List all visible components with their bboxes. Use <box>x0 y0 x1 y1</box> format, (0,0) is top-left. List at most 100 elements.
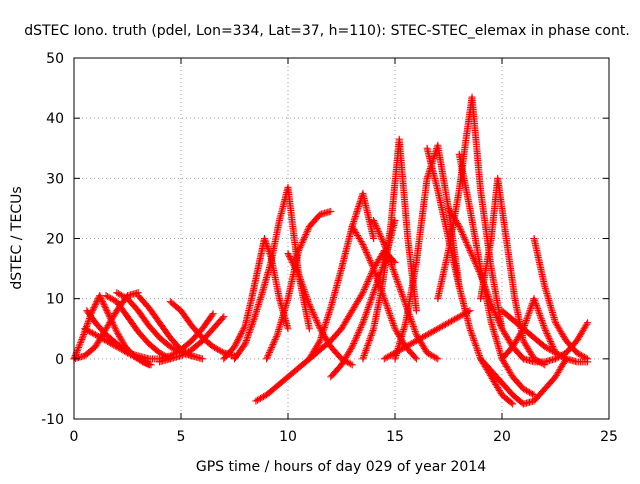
series-14-point-29 <box>304 296 312 304</box>
series-27-point-68 <box>493 314 501 322</box>
series-23-point-122 <box>475 351 483 359</box>
series-14-point-3 <box>286 254 294 262</box>
series-31-point-45 <box>581 323 589 331</box>
series-27-point-4 <box>448 210 456 218</box>
series-16-point-44 <box>364 305 372 313</box>
series-17-point-34 <box>366 273 374 281</box>
series-16-point-28 <box>353 332 361 340</box>
series-20-point-16 <box>381 242 389 250</box>
series-20-point-40 <box>395 282 403 290</box>
series-20-point-65 <box>410 324 418 332</box>
series-18-point-26 <box>369 263 377 271</box>
series-13-point-14 <box>273 332 281 340</box>
series-29-point-47 <box>535 308 543 316</box>
series-22-point-15 <box>403 342 411 350</box>
series-27-point-50 <box>481 284 489 292</box>
series-22-point-23 <box>415 335 423 343</box>
series-27-point-55 <box>484 292 492 300</box>
series-16-point-25 <box>351 336 359 344</box>
series-11-point-16 <box>236 332 244 340</box>
series-20-point-28 <box>388 262 396 270</box>
series-7-point-36 <box>209 343 217 351</box>
series-10-point-15 <box>243 333 251 341</box>
series-27-point-64 <box>490 307 498 315</box>
series-11-point-80 <box>263 243 271 251</box>
series-0-point-50 <box>103 307 111 315</box>
series-10-point-16 <box>244 332 252 340</box>
series-12-point-2 <box>255 395 263 403</box>
series-27-point-33 <box>470 256 478 264</box>
series-27-point-49 <box>481 282 489 290</box>
series-27-point-69 <box>494 315 502 323</box>
series-28 <box>477 355 570 408</box>
series-16-point-29 <box>354 330 362 338</box>
series-14-point-16 <box>296 274 304 282</box>
series-20-point-24 <box>386 256 394 264</box>
series-29-point-25 <box>522 318 530 326</box>
series-29-point-15 <box>514 334 522 342</box>
series-29-point-10 <box>510 341 518 349</box>
series-20-point-42 <box>396 286 404 294</box>
series-18-point-56 <box>387 313 395 321</box>
series-14-point-33 <box>306 302 314 310</box>
series-13-point-6 <box>267 345 275 353</box>
series-13-point-7 <box>268 344 276 352</box>
series-0-point-47 <box>101 302 109 310</box>
series-32-point-41 <box>555 351 563 359</box>
series-14-point-30 <box>304 297 312 305</box>
series-29-point-42 <box>532 300 540 308</box>
series-20-point-30 <box>389 266 397 274</box>
series-23-point-142 <box>493 382 501 390</box>
series-14-point-24 <box>301 287 309 295</box>
series-11 <box>220 235 292 363</box>
series-18-point-1 <box>349 224 357 232</box>
series-19-point-7 <box>363 343 371 351</box>
series-29-point-39 <box>530 295 538 303</box>
series-4-point-7 <box>91 331 99 339</box>
series-29-point-45 <box>534 305 542 313</box>
series-26-point-167 <box>526 347 534 355</box>
series-4-point-14 <box>102 337 110 345</box>
series-25-point-124 <box>504 365 512 373</box>
series-22-point-33 <box>431 326 439 334</box>
series-0-point-70 <box>118 337 126 345</box>
series-18-point-55 <box>386 311 394 319</box>
series-11-point-84 <box>266 249 274 257</box>
series-10-point-12 <box>242 338 250 346</box>
series-27-point-17 <box>459 230 467 238</box>
series-23-point-114 <box>471 338 479 346</box>
series-13-point-9 <box>269 340 277 348</box>
series-19-point-6 <box>362 345 370 353</box>
series-17-point-23 <box>358 290 366 298</box>
series-27-point-70 <box>494 317 502 325</box>
series-20-point-76 <box>419 341 427 349</box>
series-18-point-83 <box>411 353 419 361</box>
series-10-point-14 <box>243 335 251 343</box>
series-13-point-71 <box>300 235 308 243</box>
series-31-point-40 <box>576 331 584 339</box>
series-4-point-3 <box>85 327 93 335</box>
series-27-point-11 <box>454 221 462 229</box>
series-32-point-32 <box>541 343 549 351</box>
series-17-point-25 <box>360 287 368 295</box>
series-16-point-57 <box>371 284 379 292</box>
series-14-point-44 <box>314 320 322 328</box>
series-16-point-41 <box>362 310 370 318</box>
series-24 <box>434 93 506 333</box>
series-22-point-48 <box>454 314 462 322</box>
series-19-point-17 <box>369 326 377 334</box>
series-22-point-39 <box>440 321 448 329</box>
series-10-point-23 <box>248 321 256 329</box>
series-23-point-146 <box>496 388 504 396</box>
series-20-point-6 <box>374 226 382 234</box>
series-14-point-11 <box>292 266 300 274</box>
series-25-point-141 <box>524 387 532 395</box>
series-3-point-2 <box>105 293 113 301</box>
series-18-point-49 <box>383 301 391 309</box>
series-14-point-4 <box>287 256 295 264</box>
series-18-point-20 <box>365 253 373 261</box>
series-14-point-73 <box>345 359 353 367</box>
series-4-point-0 <box>81 325 89 333</box>
series-13-point-1 <box>263 353 271 361</box>
series-32-point-45 <box>561 354 569 362</box>
